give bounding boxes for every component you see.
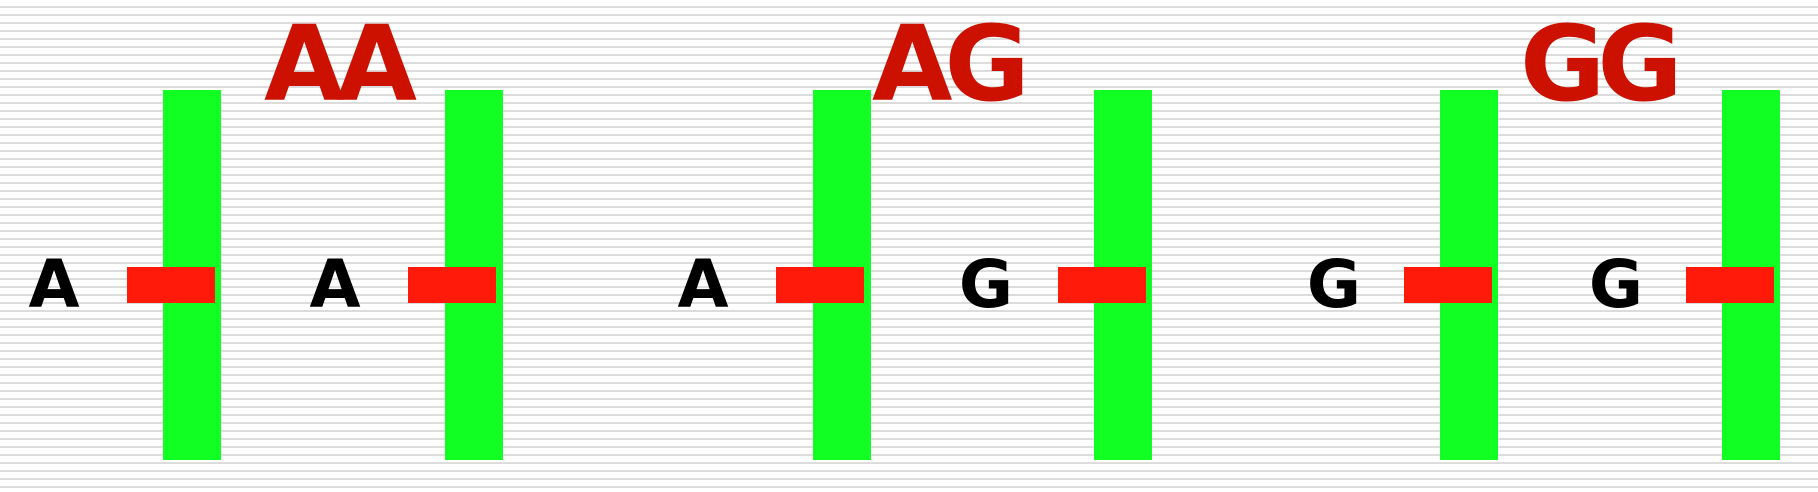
gene-band <box>127 267 215 303</box>
gene-band <box>1686 267 1774 303</box>
allele-label: G <box>1588 246 1644 323</box>
genotype-label: AA <box>264 3 417 125</box>
allele-label: A <box>28 246 80 323</box>
allele-label: G <box>1306 246 1362 323</box>
genotype-label: AG <box>872 3 1030 125</box>
gene-band <box>408 267 496 303</box>
gene-band <box>1058 267 1146 303</box>
genotype-label: GG <box>1520 3 1683 125</box>
allele-label: A <box>677 246 729 323</box>
gene-band <box>1404 267 1492 303</box>
gene-band <box>776 267 864 303</box>
allele-label: G <box>958 246 1014 323</box>
allele-label: A <box>309 246 361 323</box>
